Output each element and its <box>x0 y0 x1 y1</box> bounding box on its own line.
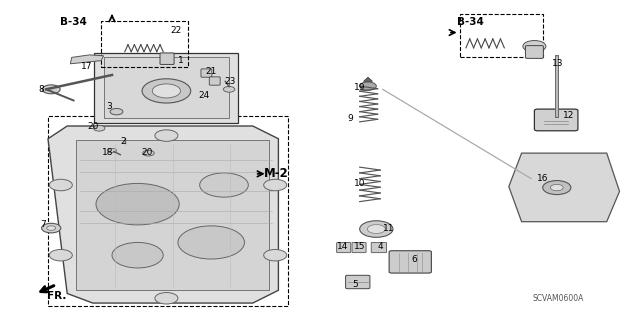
Circle shape <box>367 225 385 234</box>
Text: 9: 9 <box>348 114 353 122</box>
Text: M-2: M-2 <box>264 167 289 180</box>
FancyBboxPatch shape <box>201 69 212 77</box>
Polygon shape <box>364 77 372 81</box>
Text: 21: 21 <box>205 67 217 76</box>
Text: B-34: B-34 <box>457 17 484 27</box>
Circle shape <box>108 148 116 153</box>
Text: 23: 23 <box>225 77 236 86</box>
Text: 1: 1 <box>179 56 184 65</box>
Polygon shape <box>70 55 104 64</box>
Circle shape <box>360 82 376 90</box>
Polygon shape <box>48 126 278 303</box>
Text: 13: 13 <box>552 59 564 68</box>
Text: SCVAM0600A: SCVAM0600A <box>532 294 584 303</box>
Text: 11: 11 <box>383 224 395 233</box>
Circle shape <box>93 125 105 131</box>
Circle shape <box>264 249 287 261</box>
Circle shape <box>200 173 248 197</box>
Text: 19: 19 <box>354 83 365 92</box>
Text: 20: 20 <box>87 122 99 130</box>
Text: 14: 14 <box>337 242 348 251</box>
FancyBboxPatch shape <box>337 242 351 253</box>
Text: 12: 12 <box>563 111 574 120</box>
Circle shape <box>49 179 72 191</box>
Text: B-34: B-34 <box>60 17 87 27</box>
Text: 2: 2 <box>120 137 125 146</box>
Text: 7: 7 <box>41 220 46 229</box>
Text: 15: 15 <box>354 242 365 251</box>
Text: 22: 22 <box>170 26 182 35</box>
Text: FR.: FR. <box>47 291 66 301</box>
Circle shape <box>543 181 571 195</box>
Circle shape <box>142 79 191 103</box>
FancyBboxPatch shape <box>160 53 174 64</box>
Circle shape <box>155 293 178 304</box>
Circle shape <box>152 84 180 98</box>
Text: 18: 18 <box>102 148 113 157</box>
Circle shape <box>360 221 393 237</box>
Text: 20: 20 <box>141 148 153 157</box>
Text: 10: 10 <box>354 179 365 188</box>
Circle shape <box>110 108 123 115</box>
Text: 5: 5 <box>353 280 358 289</box>
FancyBboxPatch shape <box>104 57 229 118</box>
Circle shape <box>223 86 235 92</box>
Circle shape <box>42 223 61 233</box>
Circle shape <box>264 179 287 191</box>
Circle shape <box>49 249 72 261</box>
FancyBboxPatch shape <box>346 275 370 289</box>
FancyBboxPatch shape <box>389 251 431 273</box>
Text: 17: 17 <box>81 63 92 71</box>
Text: 3: 3 <box>106 102 111 111</box>
Circle shape <box>96 183 179 225</box>
Circle shape <box>143 150 154 156</box>
Circle shape <box>178 226 244 259</box>
FancyBboxPatch shape <box>534 109 578 131</box>
Text: 24: 24 <box>198 91 209 100</box>
FancyBboxPatch shape <box>352 242 366 253</box>
Polygon shape <box>76 140 269 290</box>
Polygon shape <box>509 153 620 222</box>
Circle shape <box>47 226 56 230</box>
Text: 16: 16 <box>537 174 548 182</box>
FancyBboxPatch shape <box>525 46 543 58</box>
Circle shape <box>155 130 178 141</box>
Circle shape <box>550 184 563 191</box>
Circle shape <box>112 242 163 268</box>
Circle shape <box>523 41 546 52</box>
FancyBboxPatch shape <box>209 77 220 85</box>
FancyBboxPatch shape <box>94 53 238 123</box>
Text: 4: 4 <box>378 242 383 251</box>
Text: 8: 8 <box>39 85 44 94</box>
Circle shape <box>42 85 60 94</box>
Text: 6: 6 <box>412 256 417 264</box>
FancyBboxPatch shape <box>371 242 387 253</box>
